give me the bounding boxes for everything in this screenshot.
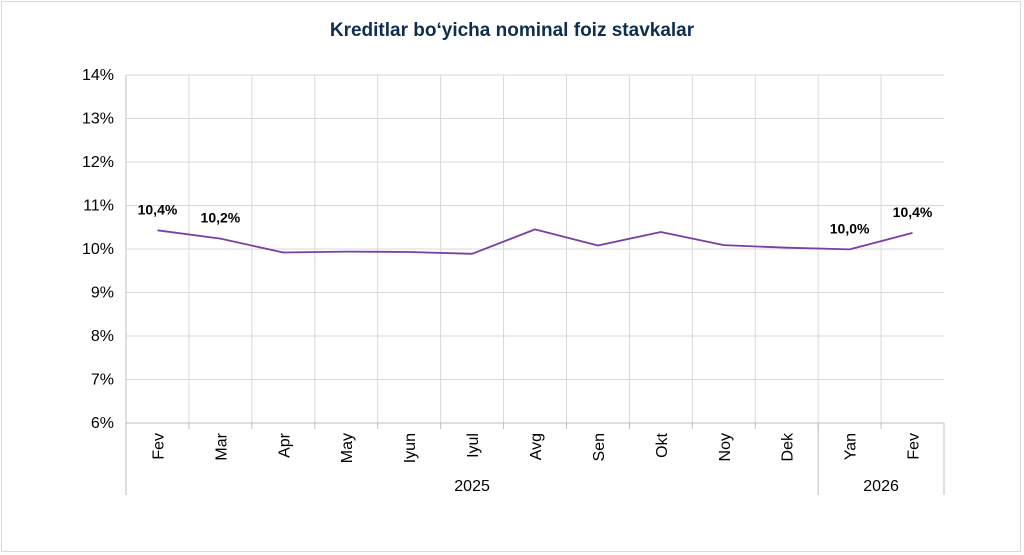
data-label: 10,0% [830, 220, 870, 236]
x-tick-label: Fev [906, 433, 923, 460]
x-tick-label: Fev [150, 433, 167, 460]
x-tick-label: May [339, 433, 356, 463]
x-tick-label: Mar [213, 432, 230, 460]
chart-title: Kreditlar bo‘yicha nominal foiz stavkala… [329, 20, 695, 41]
x-tick-label: Yan [843, 433, 860, 460]
y-tick-label: 14% [82, 67, 114, 84]
x-tick-label: Iyul [465, 433, 482, 458]
y-tick-label: 10% [82, 241, 114, 258]
data-label: 10,2% [201, 210, 241, 226]
y-tick-label: 9% [91, 285, 114, 302]
year-group-label: 2026 [863, 478, 899, 495]
x-tick-label: Dek [780, 432, 797, 461]
series-line [157, 228, 913, 255]
y-tick-label: 12% [82, 154, 114, 171]
x-tick-label: Apr [276, 432, 293, 458]
y-tick-label: 6% [91, 415, 114, 432]
data-label: 10,4% [893, 204, 933, 220]
y-tick-label: 7% [91, 372, 114, 389]
y-tick-label: 8% [91, 328, 114, 345]
x-tick-label: Iyun [402, 433, 419, 463]
x-tick-label: Sen [591, 433, 608, 461]
data-label: 10,4% [138, 201, 178, 217]
year-group-label: 2025 [454, 478, 490, 495]
y-tick-label: 13% [82, 111, 114, 128]
x-tick-label: Noy [717, 433, 734, 461]
x-tick-label: Okt [654, 432, 671, 457]
x-tick-label: Avg [528, 433, 545, 460]
y-tick-label: 11% [83, 198, 114, 215]
